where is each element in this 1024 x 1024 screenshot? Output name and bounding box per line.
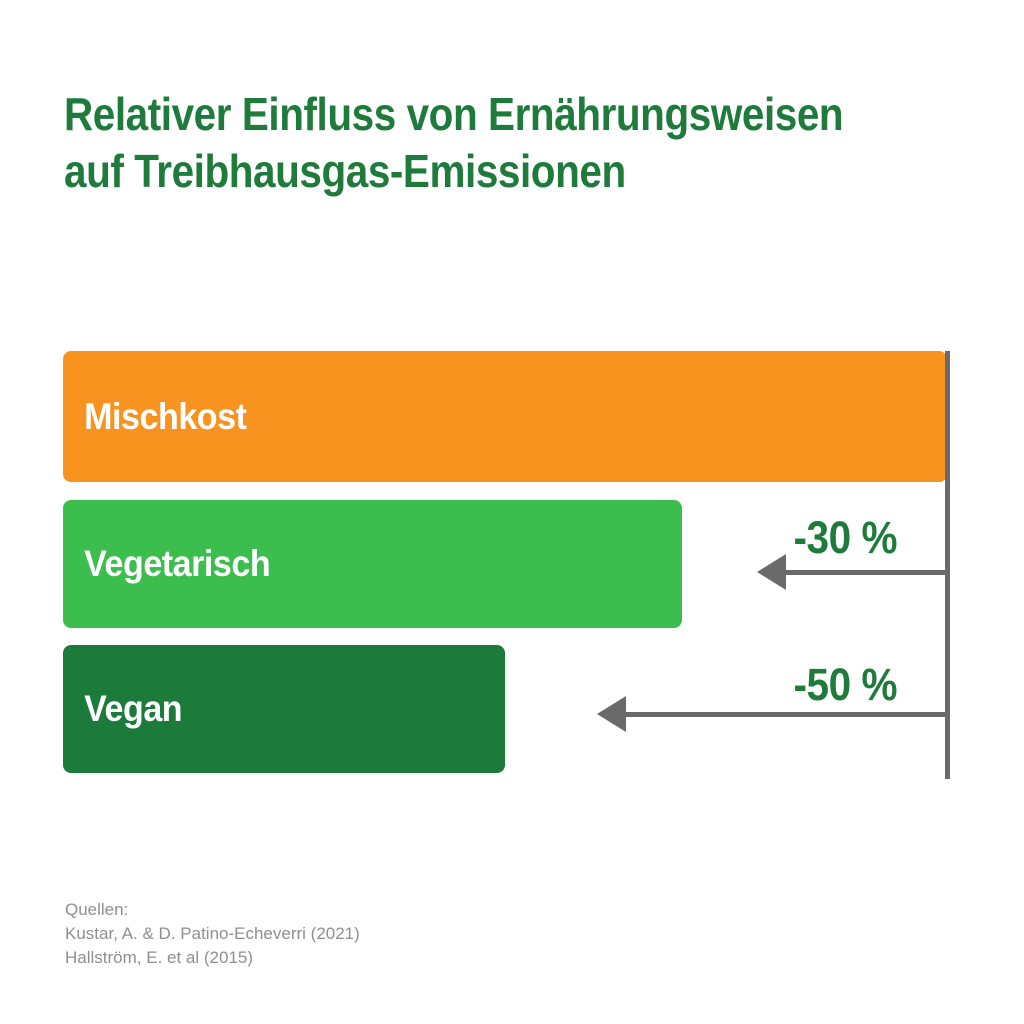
reduction-label-30: -30 %: [793, 512, 897, 563]
bar-label-mischkost: Mischkost: [84, 395, 247, 437]
bar-vegetarisch: Vegetarisch: [63, 500, 682, 628]
reduction-arrow-30: [757, 552, 947, 592]
sources-block: Quellen: Kustar, A. & D. Patino-Echeverr…: [65, 898, 360, 970]
arrow-left-icon: [597, 696, 626, 732]
reduction-arrow-50: [597, 694, 947, 734]
arrow-shaft: [623, 711, 947, 717]
arrow-left-icon: [757, 554, 786, 590]
bar-mischkost: Mischkost: [63, 351, 947, 482]
bar-label-vegan: Vegan: [84, 688, 183, 729]
chart-title-line2: auf Treibhausgas-Emissionen: [64, 145, 626, 197]
sources-heading: Quellen:: [65, 900, 129, 919]
reduction-label-50: -50 %: [793, 659, 897, 710]
baseline-axis-line: [945, 351, 950, 779]
source-item: Hallström, E. et al (2015): [65, 948, 254, 967]
source-item: Kustar, A. & D. Patino-Echeverri (2021): [65, 924, 360, 943]
chart-title: Relativer Einfluss von Ernährungsweisen …: [64, 86, 844, 200]
bar-vegan: Vegan: [63, 645, 505, 773]
chart-title-line1: Relativer Einfluss von Ernährungsweisen: [64, 88, 844, 140]
bar-label-vegetarisch: Vegetarisch: [84, 543, 271, 584]
arrow-shaft: [783, 569, 947, 575]
